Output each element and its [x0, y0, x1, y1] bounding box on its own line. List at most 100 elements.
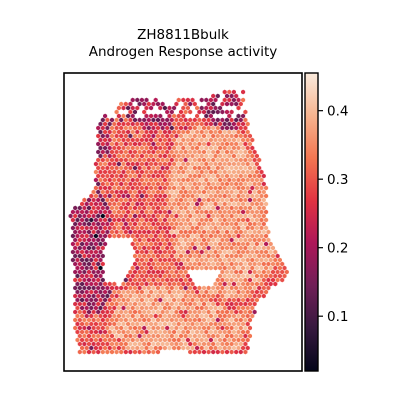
tissue-spot	[220, 277, 225, 283]
tissue-spot	[176, 281, 181, 287]
tissue-spot	[96, 213, 101, 219]
tissue-spot	[245, 121, 250, 127]
tissue-spot	[100, 165, 105, 171]
tissue-spot	[153, 225, 158, 231]
tissue-spot	[185, 105, 190, 111]
tissue-spot	[93, 321, 98, 327]
tissue-spot	[84, 329, 89, 335]
tissue-spot	[254, 185, 259, 191]
tissue-spot	[142, 301, 147, 307]
tissue-spot	[130, 201, 135, 207]
tissue-spot	[75, 241, 80, 247]
tissue-spot	[98, 297, 103, 303]
tissue-spot	[121, 113, 126, 119]
tissue-spot	[73, 245, 78, 251]
tissue-spot	[126, 329, 131, 335]
tissue-spot	[192, 181, 197, 187]
tissue-spot	[130, 345, 135, 351]
tissue-spot	[105, 197, 110, 203]
tissue-spot	[238, 205, 243, 211]
tissue-spot	[227, 281, 232, 287]
tissue-spot	[231, 345, 236, 351]
tissue-spot	[153, 177, 158, 183]
tissue-spot	[201, 237, 207, 243]
tissue-spot	[195, 105, 200, 111]
tissue-spot	[275, 269, 280, 275]
tissue-spot	[181, 161, 186, 167]
tissue-spot	[227, 217, 232, 223]
tissue-spot	[247, 277, 253, 283]
tissue-spot	[213, 169, 218, 175]
tissue-spot	[130, 337, 135, 343]
tissue-spot	[176, 185, 181, 191]
tissue-spot	[130, 177, 135, 183]
tissue-spot	[119, 213, 124, 219]
tissue-spot	[139, 265, 144, 271]
tissue-spot	[185, 177, 190, 183]
tissue-spot	[107, 121, 112, 127]
tissue-spot	[82, 221, 87, 227]
tissue-spot	[119, 133, 124, 139]
tissue-spot	[174, 293, 179, 299]
tissue-spot	[268, 257, 273, 263]
tissue-spot	[151, 205, 156, 211]
tissue-spot	[119, 157, 124, 163]
tissue-spot	[188, 157, 193, 163]
tissue-spot	[188, 229, 193, 235]
tissue-spot	[245, 129, 250, 135]
tissue-spot	[234, 93, 239, 99]
tissue-spot	[169, 325, 174, 331]
tissue-spot	[250, 145, 255, 151]
tissue-spot	[183, 157, 188, 163]
tissue-spot	[245, 305, 250, 311]
tissue-spot	[236, 281, 241, 287]
tissue-spot	[126, 273, 131, 279]
tissue-spot	[201, 173, 207, 179]
tissue-spot	[119, 325, 124, 331]
tissue-spot	[183, 341, 188, 347]
tissue-spot	[227, 193, 232, 199]
tissue-spot	[238, 261, 243, 267]
tissue-spot	[215, 157, 220, 163]
tissue-spot	[199, 193, 204, 199]
tissue-spot	[201, 125, 207, 131]
tissue-spot	[155, 333, 161, 339]
tissue-spot	[234, 125, 239, 131]
tissue-spot	[220, 117, 225, 123]
tissue-spot	[238, 101, 243, 107]
tissue-spot	[254, 169, 259, 175]
tissue-spot	[229, 325, 234, 331]
tissue-spot	[245, 329, 250, 335]
tissue-spot	[183, 221, 188, 227]
tissue-spot	[139, 305, 144, 311]
tissue-spot	[116, 297, 121, 303]
tissue-spot	[144, 121, 149, 127]
tissue-spot	[107, 145, 112, 151]
tissue-spot	[137, 133, 142, 139]
tissue-spot	[213, 337, 218, 343]
tissue-spot	[165, 181, 170, 187]
tissue-spot	[77, 245, 82, 251]
tissue-spot	[96, 261, 101, 267]
tissue-spot	[132, 245, 138, 251]
tissue-spot	[160, 245, 165, 251]
tissue-spot	[178, 117, 184, 123]
tissue-spot	[222, 137, 227, 143]
tissue-spot	[247, 253, 253, 259]
tissue-spot	[75, 265, 80, 271]
tissue-spot	[93, 201, 98, 207]
tissue-spot	[130, 289, 135, 295]
tissue-spot	[126, 185, 131, 191]
tissue-spot	[183, 189, 188, 195]
tissue-spot	[195, 225, 200, 231]
tissue-spot	[109, 341, 115, 347]
tissue-spot	[181, 281, 186, 287]
tissue-spot	[153, 113, 158, 119]
tissue-spot	[142, 277, 147, 283]
tissue-spot	[206, 245, 211, 251]
tissue-spot	[80, 289, 85, 295]
tissue-spot	[176, 193, 181, 199]
tissue-spot	[243, 213, 248, 219]
tissue-spot	[254, 193, 259, 199]
